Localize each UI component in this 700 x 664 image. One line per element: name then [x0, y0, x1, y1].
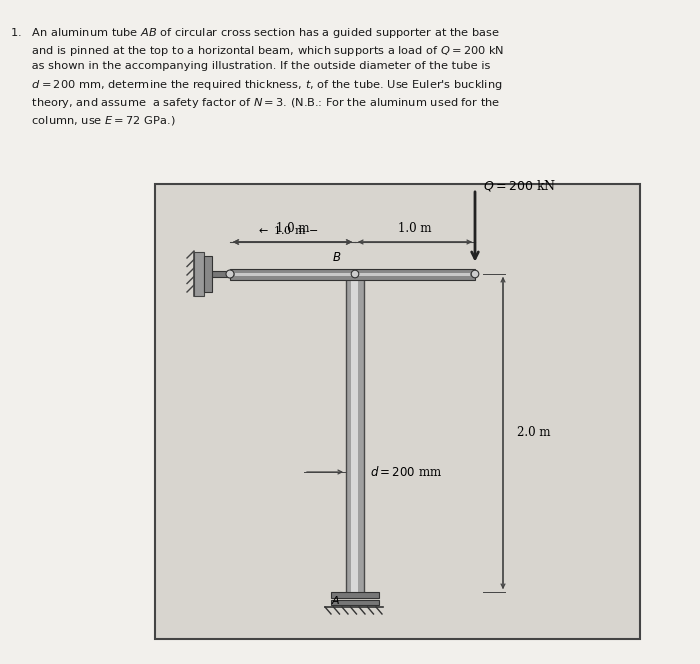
Text: $B$: $B$: [332, 250, 342, 264]
Circle shape: [226, 270, 234, 278]
Bar: [230, 268, 475, 280]
Text: as shown in the accompanying illustration. If the outside diameter of the tube i: as shown in the accompanying illustratio…: [10, 61, 491, 71]
Bar: [194, 252, 204, 296]
Text: 1.0 m: 1.0 m: [276, 222, 309, 235]
Bar: [155, 184, 640, 639]
Circle shape: [351, 270, 359, 278]
Bar: [208, 271, 230, 277]
Text: $Q = 200$ kN: $Q = 200$ kN: [483, 177, 556, 193]
Text: column, use $E = 72$ GPa.): column, use $E = 72$ GPa.): [10, 114, 176, 127]
Bar: [331, 592, 379, 598]
Text: $d = 200$ mm, determine the required thickness, $t$, of the tube. Use Euler's bu: $d = 200$ mm, determine the required thi…: [10, 78, 503, 92]
Text: and is pinned at the top to a horizontal beam, which supports a load of $Q = 200: and is pinned at the top to a horizontal…: [10, 44, 505, 58]
Text: 2.0 m: 2.0 m: [517, 426, 550, 440]
Text: 1.0 m: 1.0 m: [398, 222, 432, 235]
Text: 1.   An aluminum tube $\mathit{AB}$ of circular cross section has a guided suppo: 1. An aluminum tube $\mathit{AB}$ of cir…: [10, 26, 500, 40]
Bar: [331, 600, 379, 605]
Bar: [235, 272, 470, 276]
Bar: [351, 274, 358, 592]
Text: $A$: $A$: [330, 594, 340, 606]
Bar: [204, 256, 212, 292]
Text: $\leftarrow$ 1.0 m $-$: $\leftarrow$ 1.0 m $-$: [256, 224, 318, 236]
Bar: [346, 274, 364, 592]
Circle shape: [471, 270, 479, 278]
Text: theory, and assume  a safety factor of $N = 3$. (N.B.: For the aluminum used for: theory, and assume a safety factor of $N…: [10, 96, 500, 110]
Text: $d = 200$ mm: $d = 200$ mm: [370, 465, 442, 479]
